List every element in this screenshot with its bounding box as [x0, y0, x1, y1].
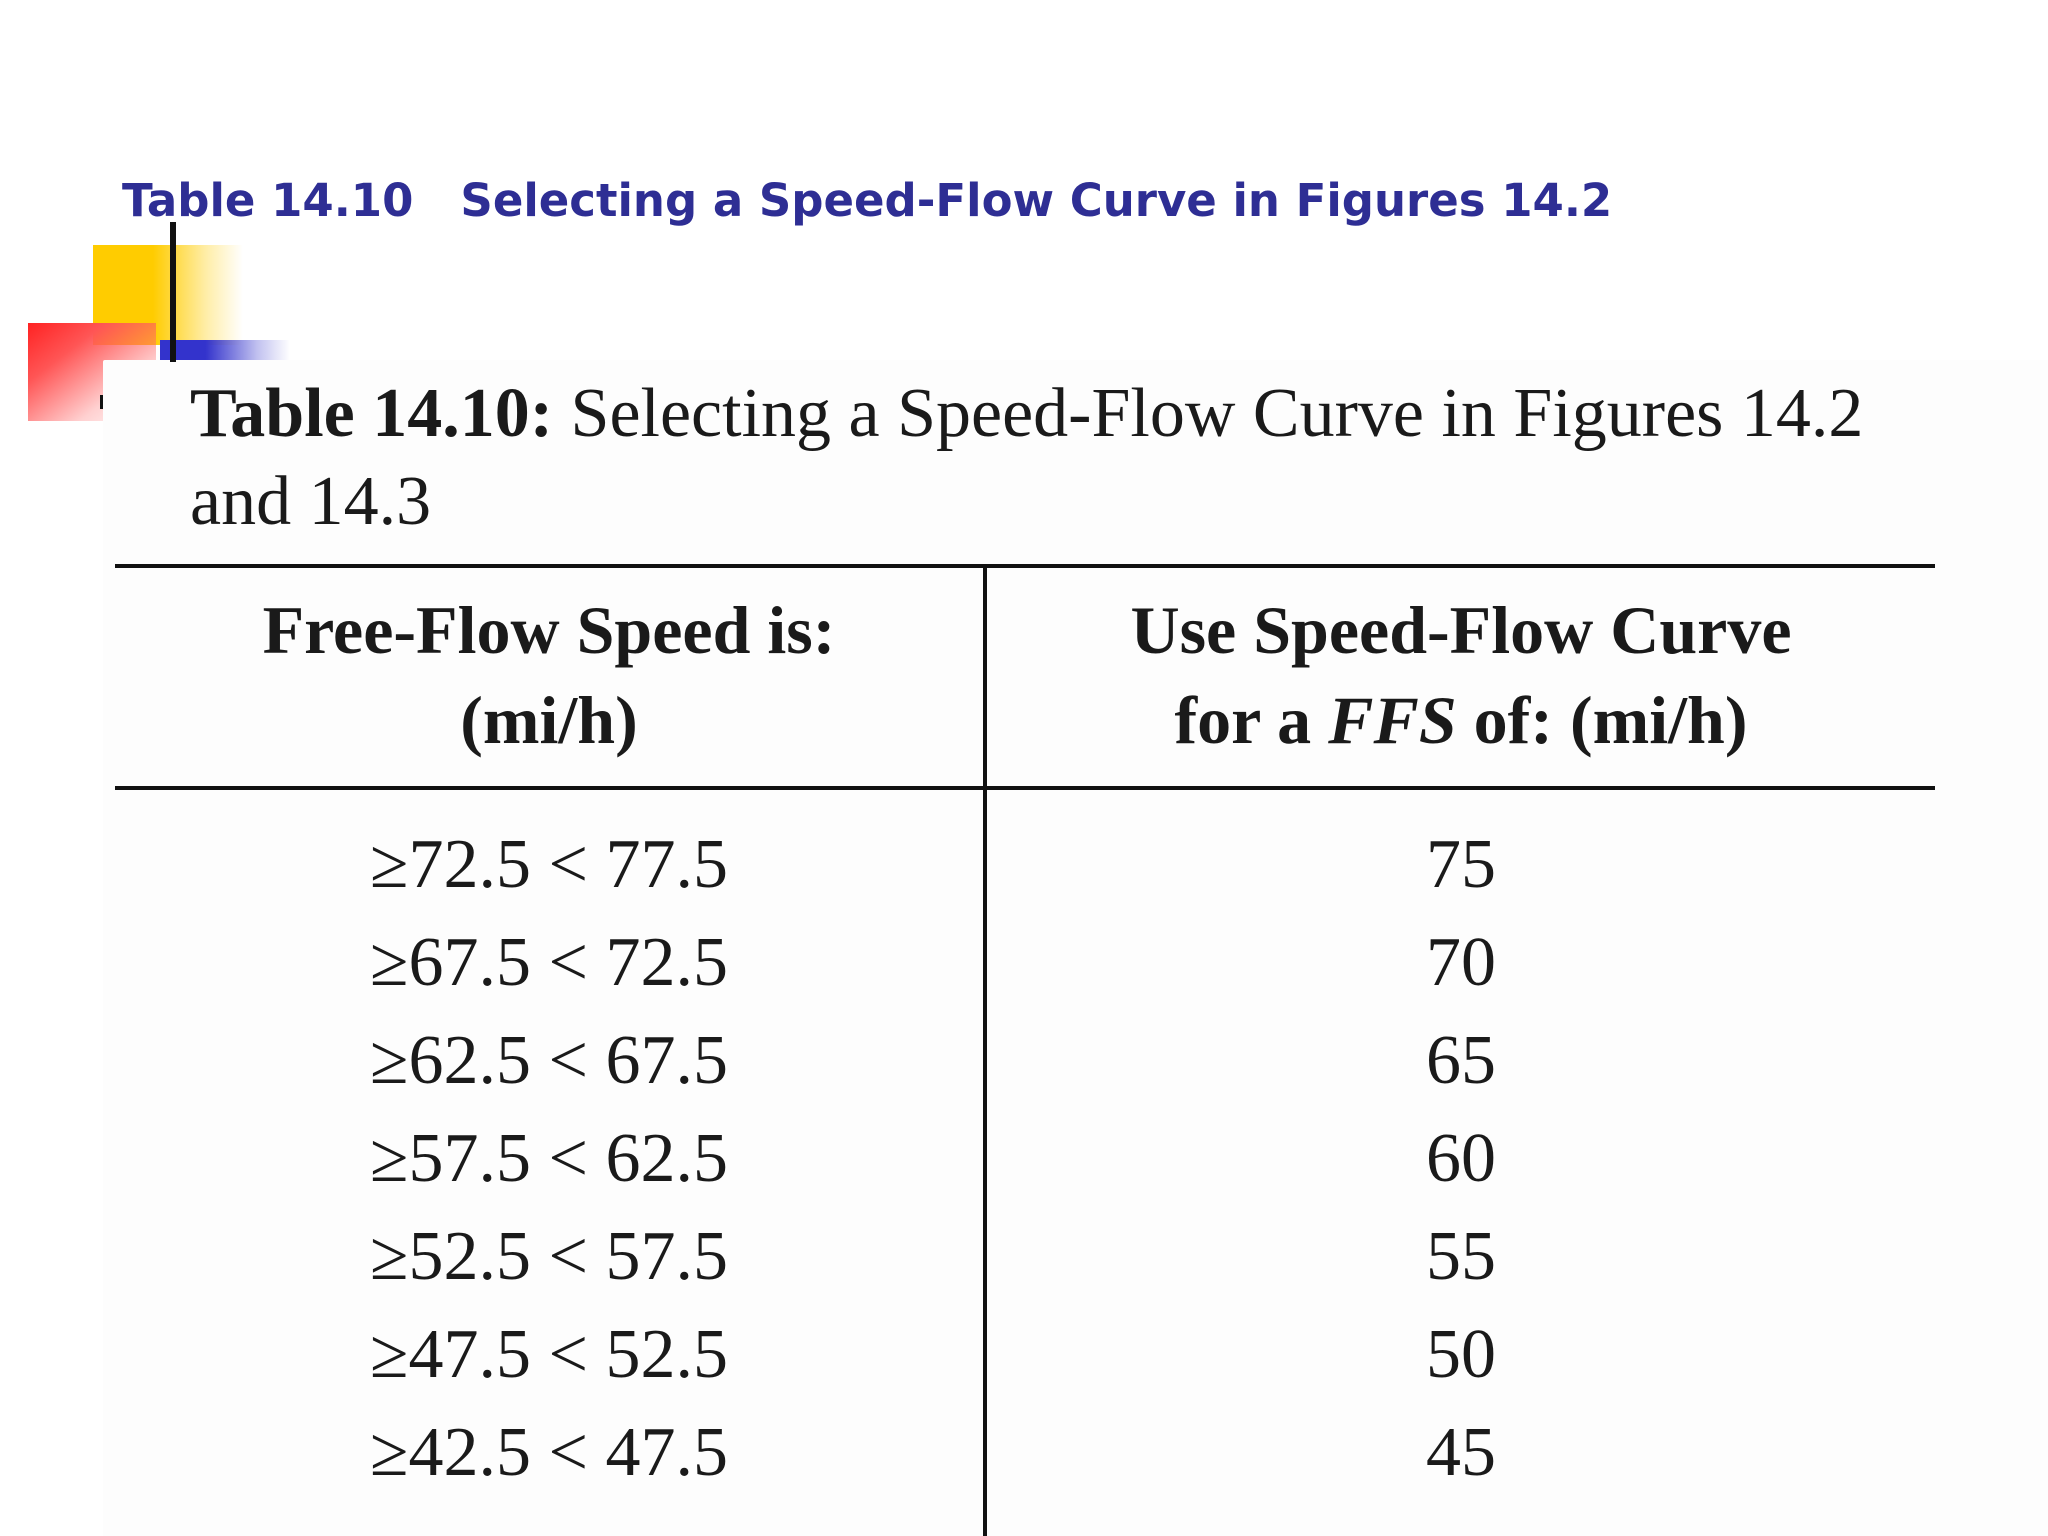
table-row: ≥62.5 < 67.5 65	[115, 1012, 1935, 1109]
range-cell: ≥62.5 < 67.5	[370, 1022, 728, 1099]
table-row: ≥47.5 < 52.5 50	[115, 1306, 1935, 1403]
range-cell: ≥72.5 < 77.5	[370, 826, 728, 903]
range-cell: ≥47.5 < 52.5	[370, 1316, 728, 1393]
table-caption-text: Selecting a Speed-Flow Curve in Figures …	[190, 375, 1864, 540]
range-cell: ≥42.5 < 47.5	[370, 1414, 728, 1491]
header-right-line2-em: FFS	[1328, 682, 1457, 758]
table-caption: Table 14.10: Selecting a Speed-Flow Curv…	[190, 370, 1950, 546]
ffs-cell: 45	[1426, 1414, 1496, 1491]
header-right-line2-post: of: (mi/h)	[1456, 682, 1748, 758]
ffs-cell: 55	[1426, 1218, 1496, 1295]
table-header-rule	[115, 786, 1935, 790]
ffs-cell: 50	[1426, 1316, 1496, 1393]
header-left-line1: Free-Flow Speed is:	[262, 592, 836, 668]
range-cell: ≥52.5 < 57.5	[370, 1218, 728, 1295]
table-row: ≥67.5 < 72.5 70	[115, 914, 1935, 1011]
range-cell: ≥57.5 < 62.5	[370, 1120, 728, 1197]
header-right-line2: for a FFS of: (mi/h)	[987, 675, 1935, 765]
vertical-line-decoration	[170, 222, 176, 362]
ffs-cell: 75	[1426, 826, 1496, 903]
header-free-flow-speed: Free-Flow Speed is: (mi/h)	[115, 585, 983, 765]
header-speed-flow-curve: Use Speed-Flow Curve for a FFS of: (mi/h…	[987, 585, 1935, 765]
ffs-cell: 70	[1426, 924, 1496, 1001]
header-right-line1: Use Speed-Flow Curve	[1130, 592, 1792, 668]
table-row: ≥57.5 < 62.5 60	[115, 1110, 1935, 1207]
table-image	[103, 360, 2048, 1536]
range-cell: ≥67.5 < 72.5	[370, 924, 728, 1001]
table-row: ≥72.5 < 77.5 75	[115, 816, 1935, 913]
table-column-divider	[983, 566, 987, 1536]
slide-title: Table 14.10 Selecting a Speed-Flow Curve…	[122, 174, 1613, 227]
ffs-cell: 60	[1426, 1120, 1496, 1197]
table-row: ≥52.5 < 57.5 55	[115, 1208, 1935, 1305]
header-left-line2: (mi/h)	[460, 682, 638, 758]
table-caption-label: Table 14.10:	[190, 375, 554, 452]
tick-mark-decoration	[100, 395, 103, 409]
ffs-cell: 65	[1426, 1022, 1496, 1099]
table-top-rule	[115, 564, 1935, 568]
blue-bar-decoration	[160, 340, 290, 362]
table-row: ≥42.5 < 47.5 45	[115, 1404, 1935, 1501]
header-right-line2-pre: for a	[1174, 682, 1329, 758]
